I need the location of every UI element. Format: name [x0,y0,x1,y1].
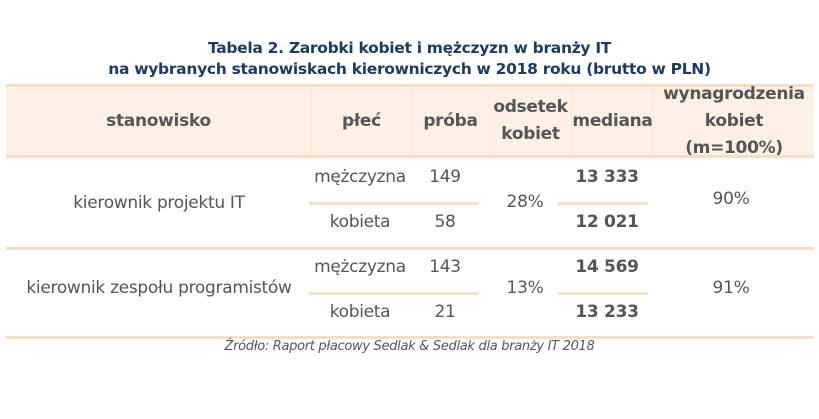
table-title: Tabela 2. Zarobki kobiet i mężczyzn w br… [0,38,819,80]
cell-plec: kobieta [329,212,391,232]
cell-proba: 21 [434,302,456,322]
cell-proba: 58 [434,212,456,232]
divider [309,202,479,205]
header-proba: próba [412,87,490,155]
row-divider [6,336,814,339]
divider [558,292,648,295]
cell-odsetek-kobiet: 28% [506,192,544,212]
divider [309,292,479,295]
header-mediana: mediana [572,87,654,155]
cell-wynagrodzenia: 90% [712,189,750,209]
cell-proba: 143 [429,257,461,277]
cell-mediana: 14 569 [575,257,639,277]
cell-stanowisko: kierownik zespołu programistów [26,278,292,298]
source-note: Źródło: Raport płacowy Sedlak & Sedlak d… [224,339,595,354]
cell-mediana: 13 233 [575,302,639,322]
cell-plec: mężczyzna [314,257,406,277]
cell-stanowisko: kierownik projektu IT [73,193,245,213]
cell-plec: kobieta [329,302,391,322]
cell-wynagrodzenia: 91% [712,278,750,298]
cell-proba: 149 [429,167,461,187]
row-divider [6,247,814,250]
cell-plec: mężczyzna [314,167,406,187]
title-line-2: na wybranych stanowiskach kierowniczych … [108,60,711,78]
header-wynagrodzenia: wynagrodzenia kobiet (m=100%) [663,83,805,158]
table-header: stanowisko płeć próba odsetek kobiet med… [6,84,814,158]
header-stanowisko: stanowisko [6,87,312,155]
cell-mediana: 12 021 [575,212,639,232]
header-plec: płeć [312,87,412,155]
header-odsetek-kobiet: odsetek kobiet [490,87,572,155]
title-line-1: Tabela 2. Zarobki kobiet i mężczyzn w br… [207,39,612,57]
cell-mediana: 13 333 [575,167,639,187]
cell-odsetek-kobiet: 13% [506,278,544,298]
divider [558,202,648,205]
